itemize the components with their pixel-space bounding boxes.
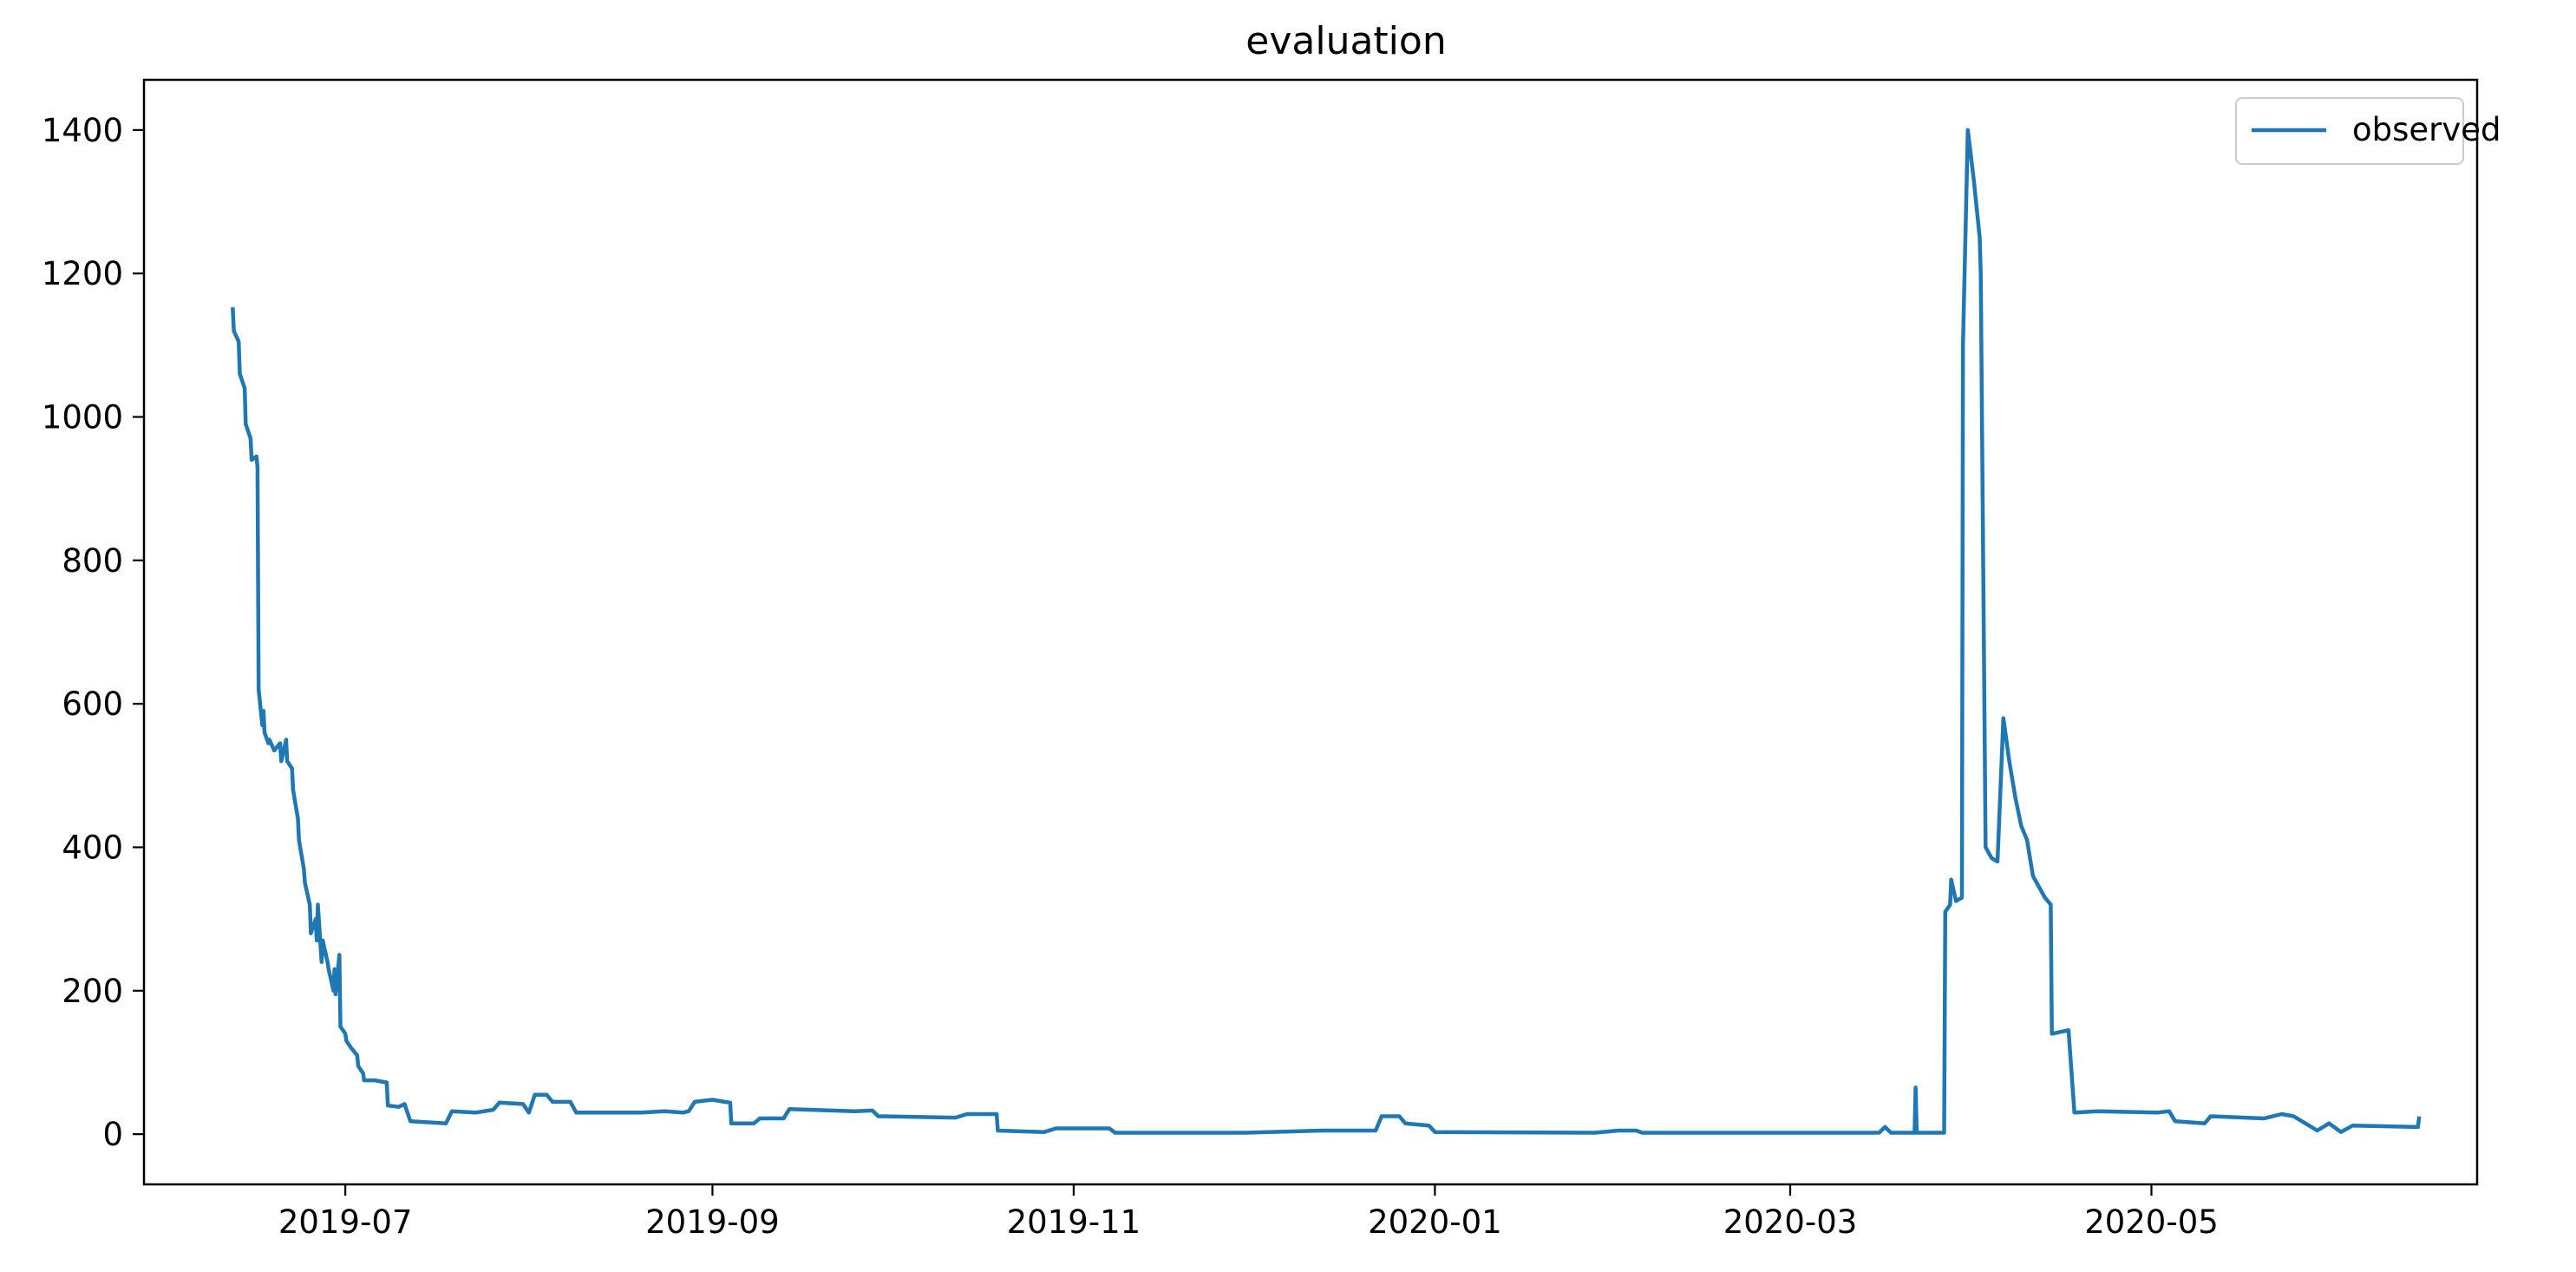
y-tick-label: 400 xyxy=(62,829,123,866)
x-axis: 2019-07 2019-09 2019-11 2020-01 2020-03 2020-… xyxy=(278,1184,2219,1241)
x-tick-label: 2020-01 xyxy=(1368,1203,1502,1241)
y-tick-label: 1400 xyxy=(42,112,123,149)
plot-area xyxy=(144,80,2477,1184)
y-tick-label: 200 xyxy=(62,973,123,1010)
x-tick-label: 2020-05 xyxy=(2084,1203,2219,1241)
y-tick-label: 1000 xyxy=(42,399,123,436)
y-tick-label: 800 xyxy=(62,542,123,580)
x-tick-label: 2019-09 xyxy=(645,1203,780,1241)
plot-frame xyxy=(142,78,2479,1186)
x-tick-label: 2019-11 xyxy=(1007,1203,1141,1241)
y-tick-label: 600 xyxy=(62,685,123,723)
y-axis: 0 200 400 600 800 1000 1200 1400 xyxy=(42,112,144,1153)
x-tick-label: 2019-07 xyxy=(278,1203,413,1241)
y-tick-label: 1200 xyxy=(42,255,123,292)
legend: observed xyxy=(2235,97,2501,165)
legend-box xyxy=(2235,97,2464,165)
x-tick-label: 2020-03 xyxy=(1723,1203,1858,1241)
series-layer xyxy=(231,128,2422,1135)
legend-label-observed: observed xyxy=(2352,111,2501,148)
series-line-observed xyxy=(231,128,2422,1135)
y-tick-label: 0 xyxy=(102,1116,123,1153)
chart-title: evaluation xyxy=(1246,19,1446,63)
